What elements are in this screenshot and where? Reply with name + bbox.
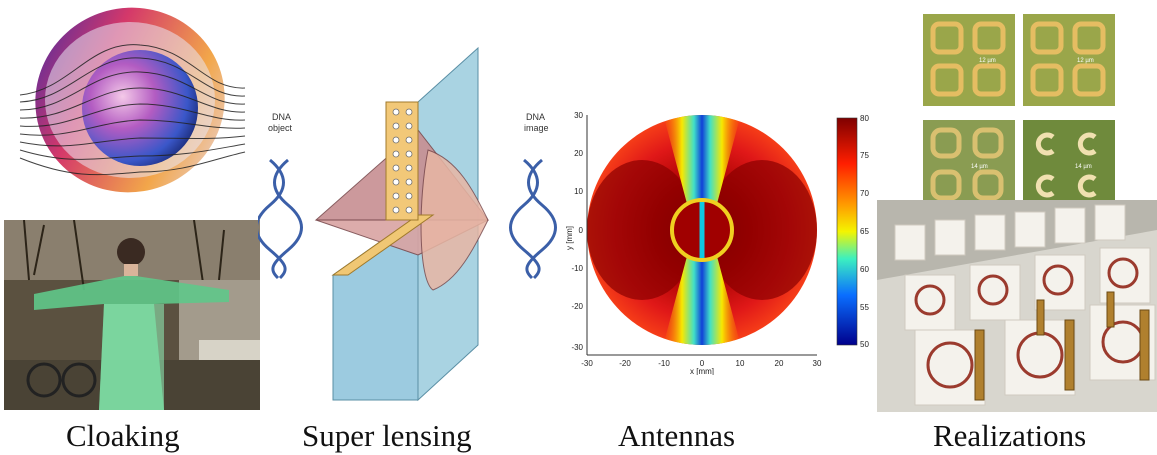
x-tick: 20 [775,359,784,368]
y-tick: -20 [571,302,583,311]
srr-array-photo [877,200,1157,412]
y-tick: -10 [571,264,583,273]
dna-image-icon [509,158,557,280]
y-tick: 0 [579,226,584,235]
colorbar [836,117,858,346]
caption-antennas: Antennas [618,418,736,453]
scale-label-3: 14 µm [971,164,988,170]
srr-tile-4: 14 µm [1023,120,1115,212]
y-tick: -30 [571,343,583,352]
colorbar-tick: 65 [860,227,869,236]
colorbar-tick: 55 [860,303,869,312]
scale-label-2: 12 µm [1077,58,1094,64]
srr-tile-2: 12 µm [1023,14,1115,106]
dna-object-label: DNA [272,112,291,122]
x-tick: 10 [736,359,745,368]
y-tick: 30 [574,111,583,120]
cloak-sphere-illustration [19,7,246,193]
dna-image-label-2: image [524,123,549,133]
y-tick: 20 [574,149,583,158]
colorbar-tick: 60 [860,265,869,274]
srr-tile-1: 12 µm [923,14,1015,106]
colorbar-tick: 80 [860,114,869,123]
realizations-micrographs: 12 µm 12 µm 14 µm 14 µm [877,14,1157,412]
caption-super-lensing: Super lensing [302,418,472,453]
y-tick: 10 [574,187,583,196]
dna-image-label: DNA [526,112,545,122]
x-tick: -10 [658,359,670,368]
superlens-diagram: DNA object DNA image [258,46,557,402]
scale-label-4: 14 µm [1075,164,1092,170]
dna-object-icon [258,158,303,280]
cloaking-panel: Cloaking [0,0,260,453]
x-tick: 0 [700,359,705,368]
y-axis-label: y [mm] [565,226,574,250]
caption-cloaking: Cloaking [66,418,180,453]
scale-label-1: 12 µm [979,58,996,64]
x-axis-label: x [mm] [690,367,714,375]
antenna-field-plot: -30 -20 -10 0 10 20 30 30 20 10 0 -10 -2… [565,111,869,375]
antennas-panel: -30 -20 -10 0 10 20 30 30 20 10 0 -10 -2… [562,100,882,453]
colorbar-tick: 70 [860,189,869,198]
cloak-photo [4,220,260,410]
x-tick: -20 [619,359,631,368]
caption-realizations: Realizations [933,418,1087,453]
super-lensing-panel: DNA object DNA image [258,0,568,453]
dna-object-label-2: object [268,123,293,133]
x-tick: -30 [581,359,593,368]
x-tick: 30 [813,359,822,368]
realizations-panel: 12 µm 12 µm 14 µm 14 µm [875,0,1157,453]
colorbar-tick: 50 [860,340,869,349]
srr-tile-3: 14 µm [923,120,1015,212]
colorbar-tick: 75 [860,151,869,160]
